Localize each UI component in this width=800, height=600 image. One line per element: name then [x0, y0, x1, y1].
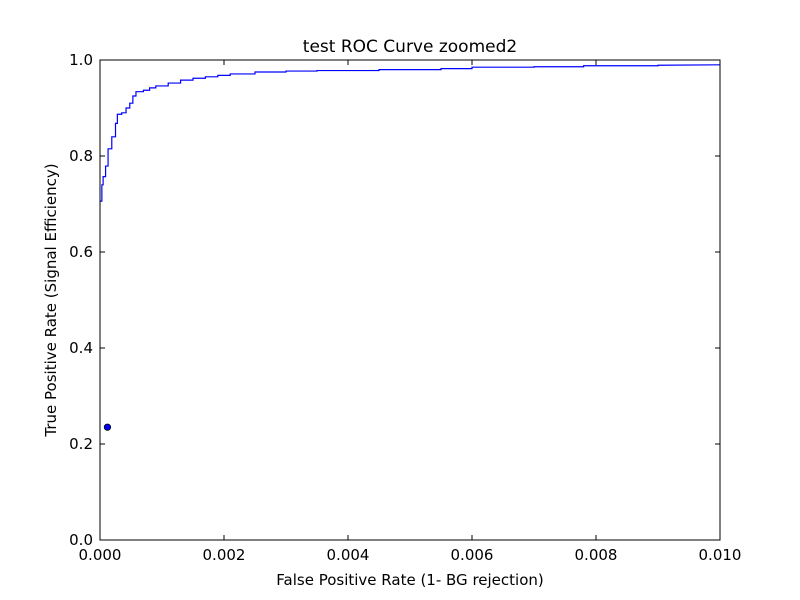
x-tick-label: 0.006: [451, 546, 494, 564]
y-tick-label: 1.0: [69, 51, 93, 69]
roc-curve-line: [100, 64, 721, 202]
chart-title: test ROC Curve zoomed2: [303, 37, 517, 57]
y-tick-label: 0.8: [69, 147, 93, 165]
axis-ticks: 0.000 0.002 0.004 0.006 0.008 0.010 0.0 0.2 0.4 0…: [69, 51, 741, 564]
series-marker-point: [103, 423, 112, 431]
y-tick-label: 0.4: [69, 339, 93, 357]
plot-area: [100, 64, 721, 431]
plot-frame: [99, 59, 721, 541]
x-axis-label: False Positive Rate (1- BG rejection): [276, 571, 543, 589]
y-tick-label: 0.2: [69, 435, 93, 453]
x-tick-label: 0.000: [79, 546, 122, 564]
y-tick-label: 0.6: [69, 243, 93, 261]
x-tick-label: 0.004: [327, 546, 370, 564]
x-tick-label: 0.002: [203, 546, 246, 564]
x-tick-label: 0.008: [575, 546, 618, 564]
y-tick-label: 0.0: [69, 531, 93, 549]
y-axis-label: True Positive Rate (Signal Efficiency): [42, 163, 60, 437]
x-tick-label: 0.010: [699, 546, 742, 564]
